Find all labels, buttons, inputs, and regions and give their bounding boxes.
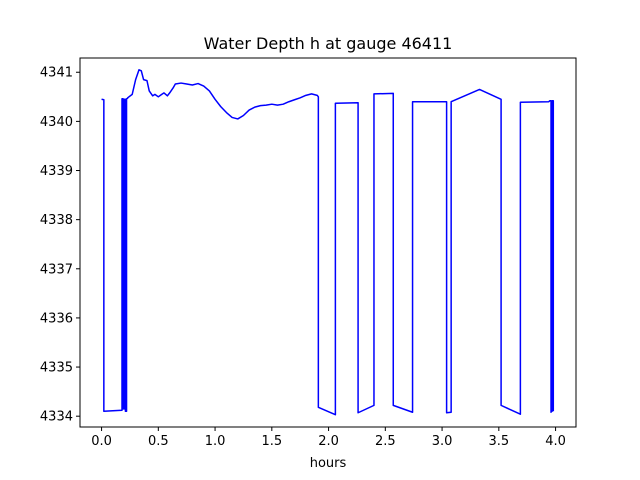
y-tick-label: 4336 [40,311,73,326]
series-line-0 [101,69,555,416]
x-tick-label: 0.5 [148,434,169,449]
plot-frame [79,57,577,428]
x-tick-label: 4.0 [545,434,566,449]
x-tick-label: 2.0 [318,434,339,449]
x-tick-label: 0.0 [91,434,112,449]
y-tick-label: 4337 [40,262,73,277]
y-tick-label: 4334 [40,410,73,425]
x-tick-label: 1.5 [261,434,282,449]
y-axis-ticks: 4334 4335 4336 4337 4338 4339 4340 4341 [40,66,80,425]
x-tick-label: 3.5 [488,434,509,449]
x-tick-label: 2.5 [375,434,396,449]
y-tick-label: 4340 [40,115,73,130]
x-tick-label: 3.0 [432,434,453,449]
x-axis-label: hours [310,456,347,471]
y-tick-label: 4338 [40,213,73,228]
y-tick-label: 4339 [40,164,73,179]
x-axis-ticks: 0.0 0.5 1.0 1.5 2.0 2.5 3.0 3.5 4.0 [91,427,566,449]
y-tick-label: 4335 [40,361,73,376]
y-tick-label: 4341 [40,66,73,81]
x-tick-label: 1.0 [205,434,226,449]
chart-title: Water Depth h at gauge 46411 [204,34,453,53]
plot-series [101,69,555,416]
